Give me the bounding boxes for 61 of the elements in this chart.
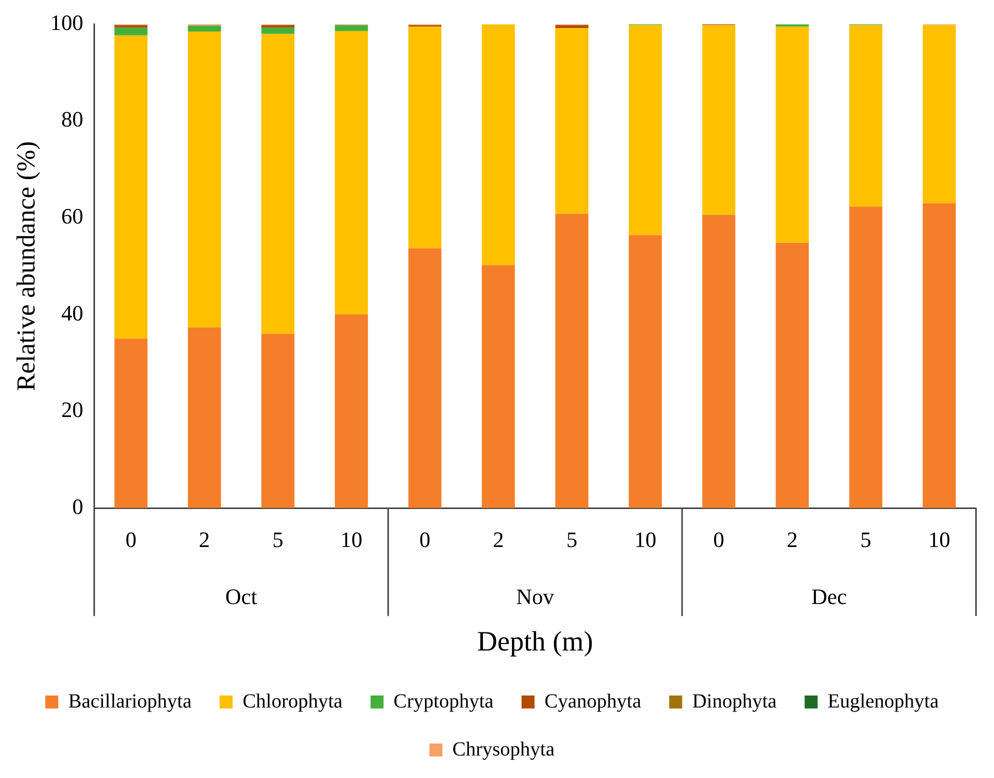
- x-tick-label: 2: [198, 526, 210, 552]
- legend-label: Euglenophyta: [828, 690, 939, 712]
- bar: [555, 25, 588, 28]
- y-axis-title: Relative abundance (%): [11, 141, 40, 391]
- bar: [408, 26, 442, 248]
- bar: [922, 25, 956, 204]
- y-tick-label: 60: [61, 204, 84, 228]
- bar: [702, 25, 736, 215]
- bar: [776, 242, 809, 508]
- bar: [702, 214, 736, 508]
- bar: [334, 30, 368, 314]
- x-tick-label: 10: [928, 526, 950, 552]
- bar: [776, 26, 809, 243]
- x-tick-label: 0: [125, 526, 136, 552]
- bar: [408, 248, 442, 508]
- bar: [849, 206, 882, 508]
- text: Oct: [225, 584, 258, 609]
- bar: [628, 25, 662, 236]
- y-tick-label: 0: [72, 494, 84, 519]
- x-tick-label: 10: [634, 526, 656, 552]
- bar: [849, 25, 882, 207]
- bar: [334, 25, 368, 31]
- legend-label: Cyanophyta: [544, 690, 642, 712]
- bar: [114, 28, 148, 36]
- legend-label: Bacillariophyta: [68, 690, 192, 712]
- bar: [334, 314, 368, 508]
- y-tick-label: 40: [61, 300, 84, 326]
- y-tick-label: 100: [50, 10, 84, 35]
- x-tick-label: 0: [713, 526, 724, 552]
- legend-label: Dinophyta: [692, 690, 777, 712]
- text: Dec: [811, 584, 847, 609]
- x-tick-label: 10: [340, 526, 362, 552]
- bar: [555, 28, 588, 214]
- legend-label: Chrysophyta: [452, 738, 555, 760]
- bar: [114, 25, 148, 28]
- x-tick-label: 2: [786, 526, 798, 552]
- y-tick-label: 20: [61, 397, 84, 422]
- x-tick-label: 0: [419, 526, 430, 552]
- bar: [555, 214, 588, 508]
- bar: [261, 28, 294, 34]
- bar: [114, 35, 148, 339]
- bar: [188, 328, 221, 508]
- bar: [261, 25, 294, 28]
- bar: [114, 338, 148, 508]
- x-axis-title: Depth (m): [477, 626, 594, 658]
- bar: [261, 334, 294, 508]
- bar: [261, 34, 294, 334]
- bar: [482, 24, 515, 266]
- legend-label: Chlorophyta: [242, 690, 343, 712]
- x-tick-label: 5: [566, 526, 578, 552]
- x-tick-label: 5: [860, 526, 872, 552]
- bar: [188, 31, 221, 328]
- bar: [922, 203, 956, 508]
- bar: [188, 26, 221, 32]
- bar: [628, 235, 662, 508]
- x-tick-label: 2: [492, 526, 504, 552]
- bar: [482, 265, 515, 508]
- y-tick-label: 80: [61, 106, 84, 132]
- text: Nov: [516, 584, 554, 609]
- x-tick-label: 5: [272, 526, 284, 552]
- legend-label: Cryptophyta: [394, 690, 494, 712]
